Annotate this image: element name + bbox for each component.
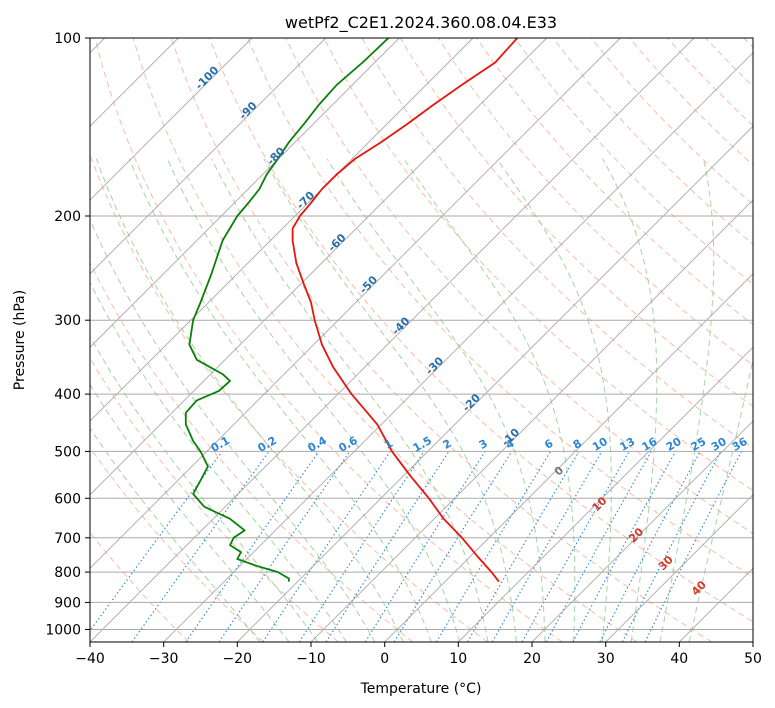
moist-adiabat	[659, 158, 715, 642]
moist-adiabat	[90, 335, 319, 642]
x-tick-label: 20	[523, 651, 541, 667]
isotherm	[90, 38, 474, 422]
y-tick-label: 800	[54, 565, 81, 581]
isotherm	[310, 199, 753, 642]
dry-adiabat	[209, 38, 753, 623]
isotherm	[90, 38, 400, 348]
isotherm	[384, 273, 753, 642]
dry-adiabat	[94, 38, 563, 642]
mixing-ratio-line	[545, 451, 652, 642]
x-tick-label: −20	[223, 651, 253, 667]
isotherm	[531, 420, 753, 642]
x-tick-label: −30	[149, 651, 179, 667]
dry-adiabat	[90, 357, 339, 642]
dry-adiabat	[285, 38, 753, 535]
dry-adiabat	[323, 38, 753, 492]
mixing-ratio-line	[572, 451, 676, 642]
dry-adiabat	[90, 446, 264, 642]
mixing-ratio-line	[521, 451, 630, 642]
moist-adiabat	[263, 158, 517, 642]
mixing-ratio-line	[644, 451, 742, 642]
y-tick-label: 500	[54, 444, 81, 460]
mixing-ratio-line	[393, 451, 513, 642]
y-tick-label: 1000	[45, 623, 81, 639]
moist-adiabat	[496, 158, 612, 642]
isotherm	[90, 38, 253, 201]
mixing-ratio-line	[218, 451, 351, 642]
y-tick-label: 600	[54, 491, 81, 507]
mixing-ratio-line	[621, 451, 722, 642]
mixing-ratio-line	[185, 451, 320, 642]
moist-adiabat	[326, 158, 546, 642]
dry-adiabat	[90, 261, 414, 642]
isotherm	[605, 494, 753, 642]
y-tick-label: 400	[54, 387, 81, 403]
plot-frame	[89, 37, 754, 643]
isotherm	[90, 38, 621, 569]
isotherm	[457, 346, 753, 642]
y-tick-label: 700	[54, 531, 81, 547]
y-tick-label: 900	[54, 595, 81, 611]
moist-adiabat	[602, 158, 658, 642]
mixing-ratio-line	[90, 451, 223, 632]
y-tick-label: 300	[54, 313, 81, 329]
isotherm	[90, 38, 695, 642]
dry-adiabat	[170, 38, 712, 642]
x-tick-label: −40	[75, 651, 105, 667]
moist-adiabat	[90, 281, 347, 642]
x-tick-label: 10	[449, 651, 467, 667]
mixing-ratio-line	[298, 451, 425, 642]
x-tick-label: 0	[380, 651, 389, 667]
y-tick-label: 200	[54, 209, 81, 225]
dry-adiabat	[514, 38, 753, 285]
y-tick-label: 100	[54, 31, 81, 47]
x-tick-label: −10	[296, 651, 326, 667]
dewpoint-profile	[184, 38, 390, 582]
x-tick-label: 50	[744, 651, 762, 667]
mixing-ratio-line	[262, 451, 391, 642]
x-tick-label: 30	[597, 651, 615, 667]
moist-adiabat	[403, 158, 576, 642]
x-axis-label: Temperature (°C)	[360, 681, 482, 697]
dry-adiabat	[476, 38, 753, 326]
x-tick-label: 40	[670, 651, 688, 667]
temperature-profile	[291, 38, 518, 583]
isotherm	[163, 52, 753, 642]
dry-adiabat	[247, 38, 753, 578]
isotherm	[236, 125, 753, 642]
mixing-ratio-line	[325, 451, 450, 642]
isotherm	[90, 38, 548, 496]
chart-title: wetPf2_C2E1.2024.360.08.04.E33	[285, 13, 557, 33]
isotherm	[90, 38, 327, 275]
y-axis-label: Pressure (hPa)	[12, 290, 28, 390]
